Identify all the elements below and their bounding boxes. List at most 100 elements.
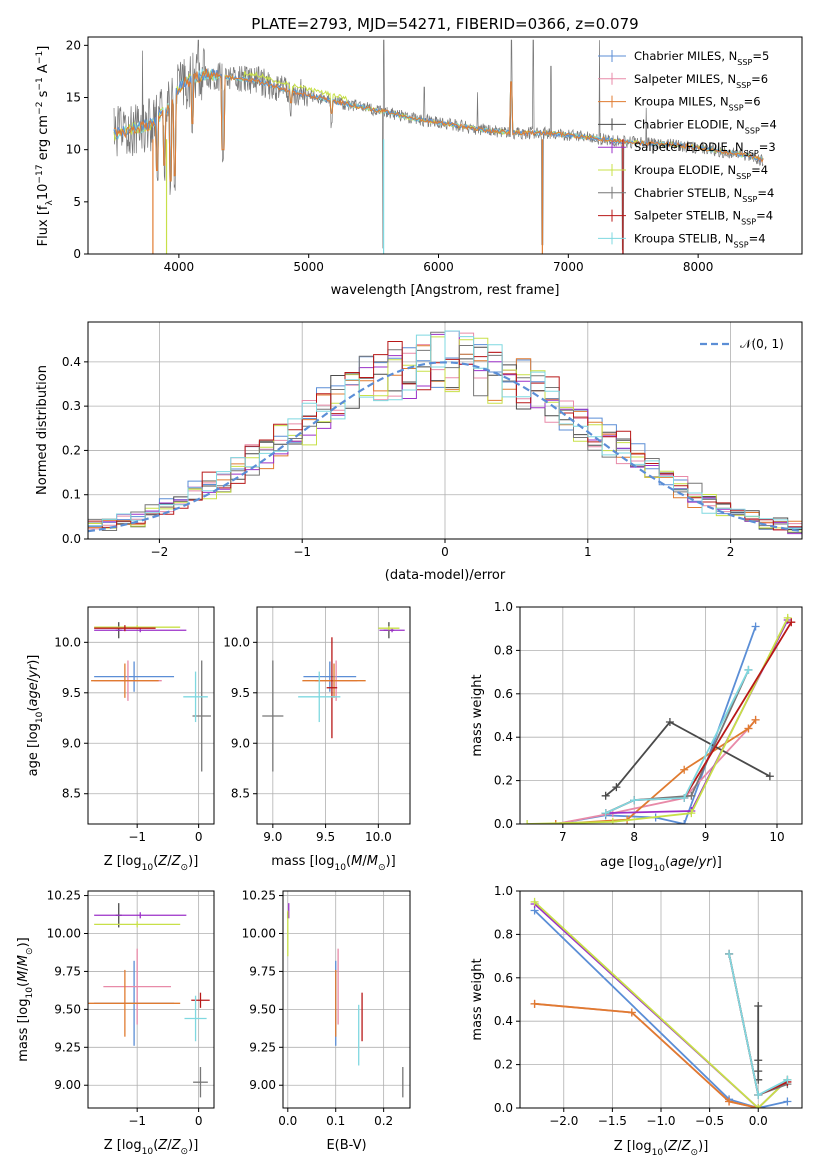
x-tick-label: −1.0 xyxy=(646,1114,675,1128)
x-axis-label: Z [log10(Z/Z⊙)] xyxy=(104,854,199,873)
y-axis-label-part: Flux [f xyxy=(36,205,51,246)
series-line-kroupa-elodie xyxy=(533,901,789,1108)
legend-label-salpeter-miles-part: SSP xyxy=(736,80,751,89)
point-marker-kroupa-stelib xyxy=(783,1075,792,1084)
x-tick-label: 9.5 xyxy=(316,830,335,844)
x-tick-label: 4000 xyxy=(164,260,195,274)
x-tick-label: 0.0 xyxy=(749,1114,768,1128)
figure-title: PLATE=2793, MJD=54271, FIBERID=0366, z=0… xyxy=(251,15,638,33)
y-axis-label: Flux [fλ10−17 erg cm−2 s−1 A−1] xyxy=(35,46,55,247)
x-axis-label-part: age [log xyxy=(600,855,653,870)
x-axis-label-part: )] xyxy=(188,1138,198,1153)
x-axis-label-part: / xyxy=(167,1138,172,1153)
legend-label-kroupa-miles-part: =6 xyxy=(744,95,761,109)
x-axis-label-part: / xyxy=(362,854,367,869)
x-axis-label: mass [log10(M/M⊙)] xyxy=(271,854,395,873)
legend-label-salpeter-elodie-part: =3 xyxy=(759,140,776,154)
legend-label-normal: 𝒩(0, 1) xyxy=(740,337,784,351)
x-axis-label-part: Z xyxy=(667,1139,678,1154)
y-tick-label: 0.2 xyxy=(494,1058,513,1072)
series-line-chabrier-elodie xyxy=(605,720,771,797)
x-axis-label-part: age xyxy=(670,855,694,870)
legend-label-salpeter-elodie: Salpeter ELODIE, NSSP=3 xyxy=(634,140,776,158)
x-axis-label-part: Z [log xyxy=(614,1139,652,1154)
y-axis-label-part: )] xyxy=(16,937,31,947)
y-tick-label: 10.0 xyxy=(54,635,81,649)
x-axis-label-part: 10 xyxy=(652,1148,664,1158)
x-axis-label-part: Z [log xyxy=(104,1138,142,1153)
y-axis-label-part: erg cm xyxy=(36,115,51,164)
y-axis-label-part: ⊙ xyxy=(25,947,35,955)
x-tick-label: 7 xyxy=(559,830,567,844)
legend-label-kroupa-elodie-part: Kroupa ELODIE, N xyxy=(634,163,736,177)
point-marker-chabrier-elodie xyxy=(665,718,674,727)
x-tick-label: −1.5 xyxy=(598,1114,627,1128)
y-tick-label: 9.0 xyxy=(231,736,250,750)
x-axis-label-part: / xyxy=(694,855,699,870)
y-tick-label: 0.4 xyxy=(494,730,513,744)
y-tick-label: 0.2 xyxy=(494,774,513,788)
legend-label-chabrier-miles: Chabrier MILES, NSSP=5 xyxy=(634,49,769,67)
x-axis-label: Z [log10(Z/Z⊙)] xyxy=(614,1139,709,1158)
y-tick-label: 0.0 xyxy=(62,532,81,546)
y-axis-label-part: M xyxy=(16,971,31,982)
y-tick-label: 9.25 xyxy=(54,1040,81,1054)
x-tick-label: 8 xyxy=(630,830,638,844)
model-spectrum-kroupa-miles xyxy=(113,68,764,182)
legend-label-kroupa-miles-part: SSP xyxy=(729,103,744,112)
legend-label-chabrier-miles-part: Chabrier MILES, N xyxy=(634,49,737,63)
y-tick-label: 10.00 xyxy=(242,926,276,940)
plot-area xyxy=(523,613,796,824)
axes-frame xyxy=(87,606,215,825)
y-tick-label: 10.25 xyxy=(47,889,81,903)
plot-area xyxy=(287,903,404,1098)
point-marker-kroupa-miles xyxy=(725,1097,734,1106)
y-tick-label: 0.0 xyxy=(494,817,513,831)
y-tick-label: 9.75 xyxy=(249,964,276,978)
plot-area xyxy=(88,903,210,1098)
y-axis-label-part: M xyxy=(16,955,31,966)
histogram-kroupa-stelib xyxy=(88,330,802,529)
y-axis-label-part: 10 xyxy=(35,711,45,723)
y-tick-label: 9.00 xyxy=(54,1078,81,1092)
point-marker-kroupa-elodie xyxy=(523,820,532,824)
x-axis-label-part: ( xyxy=(665,855,670,870)
y-tick-label: 10.0 xyxy=(223,635,250,649)
panel-weight-vs-Z: −2.0 −1.5 −1.0 −0.5 0.0 0.0 0.2 0.4 0.6 0.8 1.0 Z [… xyxy=(470,884,803,1158)
plot-area xyxy=(88,330,802,535)
y-tick-label: 9.0 xyxy=(62,736,81,750)
plot-area xyxy=(262,622,405,772)
x-axis-label-part: )] xyxy=(188,854,198,869)
x-axis-label-part: / xyxy=(677,1139,682,1154)
point-marker-kroupa-miles xyxy=(744,724,753,733)
plot-area xyxy=(113,39,764,254)
point-marker-kroupa-miles xyxy=(530,999,539,1008)
x-axis-label-part: mass [log xyxy=(271,854,334,869)
x-axis-label-part: M xyxy=(367,854,378,869)
x-tick-label: −1 xyxy=(293,545,311,559)
series-line-kroupa-elodie xyxy=(527,617,789,824)
y-tick-label: 0 xyxy=(73,247,81,261)
panel-age-vs-Z: −1 08.59.09.510.0Z [log10(Z/Z⊙)]age [log1… xyxy=(26,606,215,873)
x-axis-label-part: ( xyxy=(663,1139,668,1154)
x-axis-label-part: ⊙ xyxy=(378,863,386,873)
legend-label-kroupa-miles: Kroupa MILES, NSSP=6 xyxy=(634,95,761,113)
x-tick-label: 0 xyxy=(441,545,449,559)
point-marker-chabrier-elodie xyxy=(612,783,621,792)
point-marker-chabrier-miles xyxy=(783,1097,792,1106)
x-tick-label: 9.0 xyxy=(263,830,282,844)
y-axis-label-part: 10 xyxy=(25,987,35,999)
y-axis-label-part: mass [log xyxy=(16,999,31,1062)
x-axis-label-part: 10 xyxy=(142,863,154,873)
x-axis-label-part: ( xyxy=(153,854,158,869)
x-axis-label-part: Z xyxy=(171,1138,182,1153)
plot-area xyxy=(530,897,792,1108)
y-axis-label-part: A xyxy=(36,64,51,77)
y-axis-label: mass [log10(M/M⊙)] xyxy=(16,937,35,1061)
x-axis-label-part: / xyxy=(167,854,172,869)
x-axis-label-part: Z xyxy=(157,854,168,869)
point-marker-kroupa-stelib xyxy=(630,796,639,805)
